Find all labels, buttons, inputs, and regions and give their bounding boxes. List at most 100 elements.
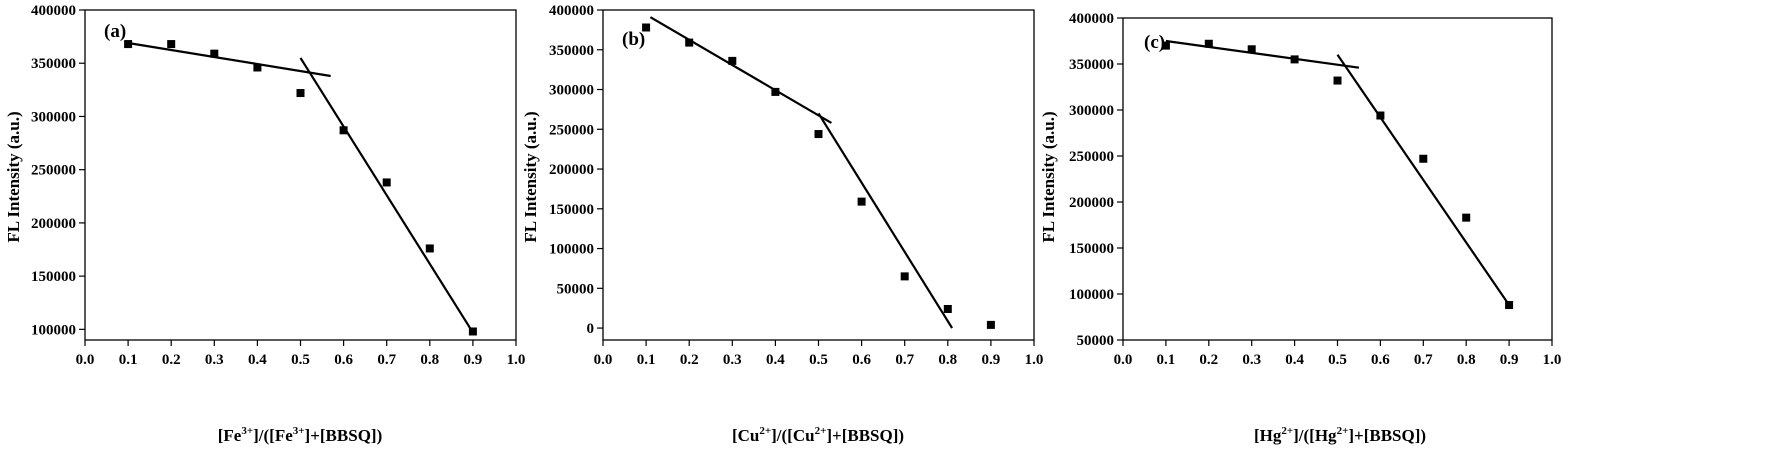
y-tick-label: 200000 [549, 162, 594, 178]
x-tick-label: 0.1 [119, 352, 138, 368]
x-tick-label: 0.9 [982, 352, 1001, 368]
y-tick-label: 100000 [1069, 287, 1114, 303]
x-tick-label: 0.3 [205, 352, 224, 368]
data-point [468, 327, 477, 336]
fit-line [299, 57, 474, 334]
x-tick-label: 0.4 [1285, 352, 1304, 368]
data-point [253, 63, 262, 72]
data-point [685, 38, 694, 47]
x-tick-label: 0.6 [1371, 352, 1390, 368]
x-tick-label: 1.0 [1025, 352, 1044, 368]
data-point [210, 49, 219, 58]
panel-c-frame [1122, 17, 1553, 341]
panel-a-ylabel: FL Intensity (a.u.) [4, 111, 23, 242]
x-tick-label: 0.7 [1414, 352, 1433, 368]
y-tick-label: 400000 [549, 3, 594, 19]
x-tick-label: 0.1 [637, 352, 656, 368]
panel-b-frame [602, 9, 1035, 341]
y-tick-label: 150000 [549, 202, 594, 218]
fit-line [817, 112, 954, 329]
y-tick-label: 100000 [549, 242, 594, 258]
panel-c-xlabel: [Hg2+]/([Hg2+]+[BBSQ]) [1254, 425, 1426, 445]
data-point [1505, 301, 1514, 310]
y-tick-label: 0 [587, 321, 595, 337]
data-point [857, 197, 866, 206]
x-tick-label: 0.6 [852, 352, 871, 368]
x-tick-label: 0.6 [334, 352, 353, 368]
data-point [986, 320, 995, 329]
fit-line [1336, 54, 1511, 306]
x-tick-label: 0.3 [723, 352, 742, 368]
data-point [339, 126, 348, 135]
y-tick-label: 300000 [31, 109, 76, 125]
panel-b-xlabel: [Cu2+]/([Cu2+]+[BBSQ]) [732, 425, 904, 445]
fit-line [1165, 39, 1360, 69]
x-tick-label: 0.7 [895, 352, 914, 368]
x-tick-label: 0.0 [1114, 352, 1133, 368]
data-point [1462, 213, 1471, 222]
data-point [1161, 41, 1170, 50]
x-tick-label: 0.1 [1157, 352, 1176, 368]
data-point [1290, 55, 1299, 64]
y-tick-label: 250000 [31, 163, 76, 179]
x-tick-label: 0.4 [766, 352, 785, 368]
y-tick-label: 400000 [1069, 11, 1114, 27]
y-tick-label: 50000 [557, 281, 595, 297]
x-tick-label: 0.4 [248, 352, 267, 368]
data-point [124, 40, 133, 49]
y-tick-label: 300000 [1069, 103, 1114, 119]
y-tick-label: 50000 [1077, 333, 1115, 349]
x-tick-label: 1.0 [507, 352, 526, 368]
panel-b: (b) FL Intensity (a.u.) [Cu2+]/([Cu2+]+[… [521, 3, 1043, 445]
y-tick-label: 200000 [1069, 195, 1114, 211]
x-tick-label: 0.8 [938, 352, 957, 368]
x-tick-label: 0.2 [680, 352, 699, 368]
panel-a: (a) FL Intensity (a.u.) [Fe3+]/([Fe3+]+[… [4, 3, 525, 445]
data-point [771, 87, 780, 96]
data-point [728, 56, 737, 65]
y-tick-label: 250000 [549, 122, 594, 138]
panel-c-label: (c) [1144, 32, 1165, 53]
x-tick-label: 0.3 [1242, 352, 1261, 368]
y-tick-label: 350000 [1069, 57, 1114, 73]
y-tick-label: 300000 [549, 83, 594, 99]
data-point [814, 130, 823, 139]
data-point [296, 89, 305, 98]
panel-c-ylabel: FL Intensity (a.u.) [1039, 111, 1058, 242]
x-tick-label: 0.9 [1500, 352, 1519, 368]
y-tick-label: 100000 [31, 322, 76, 338]
y-tick-label: 350000 [31, 56, 76, 72]
x-tick-label: 0.8 [420, 352, 439, 368]
x-tick-label: 0.8 [1457, 352, 1476, 368]
x-tick-label: 0.9 [464, 352, 483, 368]
y-tick-label: 400000 [31, 3, 76, 19]
data-point [1333, 76, 1342, 85]
panel-c: (c) FL Intensity (a.u.) [Hg2+]/([Hg2+]+[… [1039, 11, 1561, 445]
data-point [900, 272, 909, 281]
data-point [1247, 45, 1256, 54]
y-tick-label: 150000 [1069, 241, 1114, 257]
fit-line [127, 41, 331, 78]
y-tick-label: 150000 [31, 269, 76, 285]
x-tick-label: 0.2 [1199, 352, 1218, 368]
panel-b-label: (b) [622, 29, 645, 50]
x-tick-label: 0.0 [76, 352, 95, 368]
x-tick-label: 0.7 [377, 352, 396, 368]
y-tick-label: 200000 [31, 216, 76, 232]
data-point [382, 178, 391, 187]
data-point [425, 244, 434, 253]
x-tick-label: 1.0 [1543, 352, 1562, 368]
data-point [943, 304, 952, 313]
x-tick-label: 0.5 [809, 352, 828, 368]
fit-line [649, 16, 832, 124]
data-point [642, 23, 651, 32]
x-tick-label: 0.2 [162, 352, 181, 368]
x-tick-label: 0.5 [1328, 352, 1347, 368]
data-point [1376, 111, 1385, 120]
data-point [1419, 154, 1428, 163]
data-point [167, 40, 176, 49]
panel-a-xlabel: [Fe3+]/([Fe3+]+[BBSQ]) [218, 425, 382, 445]
panel-a-label: (a) [104, 21, 126, 42]
x-tick-label: 0.0 [594, 352, 613, 368]
